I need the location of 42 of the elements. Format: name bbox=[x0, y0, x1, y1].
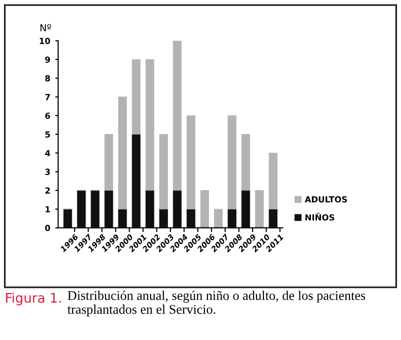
bar bbox=[186, 115, 196, 210]
y-tick-label: 3 bbox=[45, 168, 50, 175]
bar bbox=[214, 208, 223, 228]
y-tick-label: 1 bbox=[46, 206, 50, 212]
bar bbox=[268, 208, 278, 228]
bar bbox=[90, 190, 100, 228]
text: Figura 1. bbox=[6, 292, 61, 306]
y-tick-label: 7 bbox=[45, 94, 50, 100]
bar bbox=[228, 115, 236, 210]
bar bbox=[132, 59, 141, 135]
bar bbox=[63, 208, 72, 228]
bar bbox=[104, 134, 114, 191]
y-tick-label: 5 bbox=[45, 131, 50, 138]
bar bbox=[172, 40, 182, 191]
bar bbox=[268, 152, 278, 210]
y-tick-label: 10 bbox=[40, 38, 50, 44]
bar bbox=[255, 190, 264, 228]
y-tick-label: 4 bbox=[45, 150, 50, 156]
bar bbox=[77, 190, 86, 228]
bar bbox=[132, 134, 141, 228]
bar bbox=[146, 190, 154, 228]
bar bbox=[146, 59, 154, 191]
y-tick-label: 2 bbox=[45, 187, 50, 194]
y-axis-title: Nº bbox=[40, 24, 51, 32]
y-tick-label: 0 bbox=[45, 224, 50, 232]
bar bbox=[200, 190, 209, 228]
bar bbox=[241, 190, 250, 228]
y-tick-label: 6 bbox=[45, 112, 50, 119]
y-tick-label: 8 bbox=[45, 75, 50, 82]
bar bbox=[172, 190, 182, 228]
bar bbox=[159, 134, 168, 210]
bar bbox=[241, 134, 250, 191]
legend-label: NIÑOS bbox=[305, 212, 334, 221]
bar bbox=[228, 208, 236, 228]
bar bbox=[186, 208, 196, 228]
bar bbox=[159, 208, 168, 228]
text: Distribución anual, según niño o adulto, de los pacientes trasplantados en el Servicio. bbox=[68, 290, 366, 317]
bar bbox=[118, 208, 127, 228]
bar bbox=[118, 96, 127, 210]
bar bbox=[104, 190, 114, 228]
legend-label: ADULTOS bbox=[304, 196, 347, 202]
y-tick-label: 9 bbox=[45, 56, 50, 63]
